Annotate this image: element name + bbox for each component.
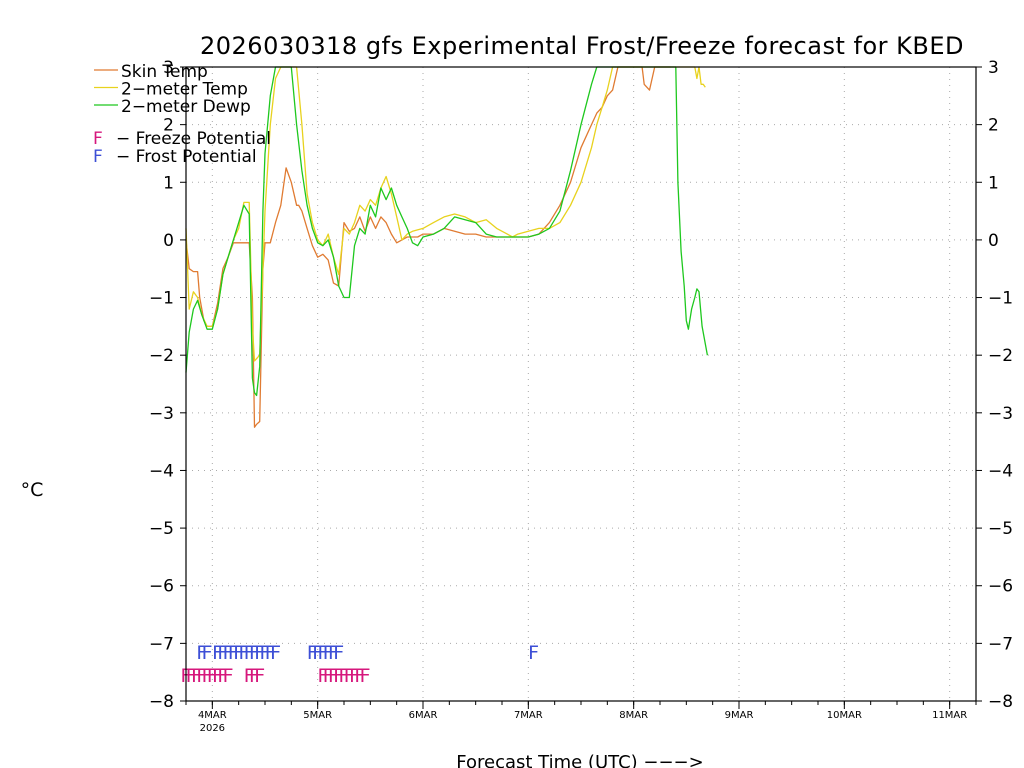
legend-marker-symbol: F: [93, 147, 103, 167]
axes: −8 −8 −7 −7 −6 −6 −5 −5 −4 −4 −3 −3 −2 −2 −1 −1 0 0 1 1 2 2 3 3…: [149, 58, 1013, 734]
x-tick-label: 9MAR: [725, 710, 754, 721]
freeze-potential-marker: F: [249, 665, 260, 687]
frost-potential-marker: F: [317, 642, 328, 664]
y-tick-label-left: −1: [149, 289, 174, 309]
freeze-potential-marker: F: [186, 665, 197, 687]
y-tick-label-right: 3: [988, 58, 999, 78]
legend-entry-label: 2−meter Dewp: [121, 97, 251, 117]
frost-potential-marker: F: [312, 642, 323, 664]
y-tick-label-right: 2: [988, 116, 999, 136]
legend-entry-label: 2−meter Temp: [121, 80, 248, 100]
frost-potential-marker: F: [254, 642, 265, 664]
freeze-potential-marker: F: [202, 665, 213, 687]
frost-potential-marker: F: [307, 642, 318, 664]
legend-marker-label: − Freeze Potential: [116, 129, 271, 149]
x-axis-label: Forecast Time (UTC) −−−>: [456, 752, 703, 768]
freeze-potential-marker: F: [354, 665, 365, 687]
frost-potential-marker: F: [270, 642, 281, 664]
y-tick-label-left: −5: [149, 519, 174, 539]
frost-potential-marker: F: [196, 642, 207, 664]
y-tick-label-right: −5: [988, 519, 1013, 539]
frost-potential-marker: F: [328, 642, 339, 664]
x-tick-label: 6MAR: [409, 710, 438, 721]
frost-potential-marker: F: [212, 642, 223, 664]
x-tick-label: 5MAR: [303, 710, 332, 721]
frost-potential-marker: F: [217, 642, 228, 664]
y-tick-label-left: −4: [149, 461, 174, 481]
freeze-potential-marker: F: [344, 665, 355, 687]
legend-marker-label: − Frost Potential: [116, 147, 257, 167]
y-tick-label-right: −6: [988, 577, 1013, 597]
freeze-potential-marker: F: [244, 665, 255, 687]
frost-potential-marker: F: [202, 642, 213, 664]
freeze-potential-marker: F: [254, 665, 265, 687]
legend-marker-symbol: F: [93, 129, 103, 149]
x-tick-label: 8MAR: [619, 710, 648, 721]
y-axis-unit-label: °C: [21, 479, 44, 501]
frost-potential-marker: F: [233, 642, 244, 664]
freeze-potential-marker: F: [328, 665, 339, 687]
freeze-potential-marker: F: [317, 665, 328, 687]
frost-potential-marker: F: [528, 642, 539, 664]
x-tick-label: 10MAR: [827, 710, 862, 721]
y-tick-label-left: −8: [149, 692, 174, 712]
y-tick-label-right: −3: [988, 404, 1013, 424]
legend-entry-label: Skin Temp: [121, 62, 208, 82]
frost-potential-marker: F: [249, 642, 260, 664]
freeze-potential-marker: F: [217, 665, 228, 687]
frost-potential-marker: F: [223, 642, 234, 664]
freeze-potential-marker: F: [349, 665, 360, 687]
grid: [186, 66, 976, 702]
y-tick-label-right: 1: [988, 173, 999, 193]
frost-potential-marker: F: [238, 642, 249, 664]
y-tick-label-left: −7: [149, 634, 174, 654]
freeze-potential-marker: F: [360, 665, 371, 687]
frost-potential-marker: F: [323, 642, 334, 664]
series-lines: [185, 66, 709, 428]
y-tick-label-left: 0: [163, 231, 174, 251]
freeze-potential-marker: F: [223, 665, 234, 687]
y-tick-label-right: −8: [988, 692, 1013, 712]
frost-potential-marker: F: [228, 642, 239, 664]
freeze-potential-marker: F: [333, 665, 344, 687]
x-tick-label: 11MAR: [932, 710, 967, 721]
y-tick-label-left: 2: [163, 116, 174, 136]
x-tick-label: 4MAR: [198, 710, 227, 721]
frost-potential-marker: F: [260, 642, 271, 664]
y-tick-label-right: 0: [988, 231, 999, 251]
y-tick-label-left: −2: [149, 346, 174, 366]
frost-potential-marker: F: [333, 642, 344, 664]
y-tick-label-left: −6: [149, 577, 174, 597]
chart-title: 2026030318 gfs Experimental Frost/Freeze…: [200, 32, 964, 60]
freeze-potential-marker: F: [207, 665, 218, 687]
y-tick-label-left: 1: [163, 173, 174, 193]
y-tick-label-right: −2: [988, 346, 1013, 366]
x-tick-label: 7MAR: [514, 710, 543, 721]
y-tick-label-right: −1: [988, 289, 1013, 309]
series-line-2-meter-temp: [185, 66, 706, 362]
y-tick-label-right: −7: [988, 634, 1013, 654]
y-tick-label-left: −3: [149, 404, 174, 424]
y-tick-label-left: 3: [163, 58, 174, 78]
y-tick-label-right: −4: [988, 461, 1013, 481]
freeze-potential-marker: F: [196, 665, 207, 687]
freeze-potential-marker: F: [339, 665, 350, 687]
freeze-potential-marker: F: [323, 665, 334, 687]
frost-potential-marker: F: [244, 642, 255, 664]
freeze-potential-marker: F: [212, 665, 223, 687]
frost-potential-marker: F: [265, 642, 276, 664]
freeze-potential-marker: F: [191, 665, 202, 687]
x-tick-sublabel: 2026: [200, 723, 225, 734]
